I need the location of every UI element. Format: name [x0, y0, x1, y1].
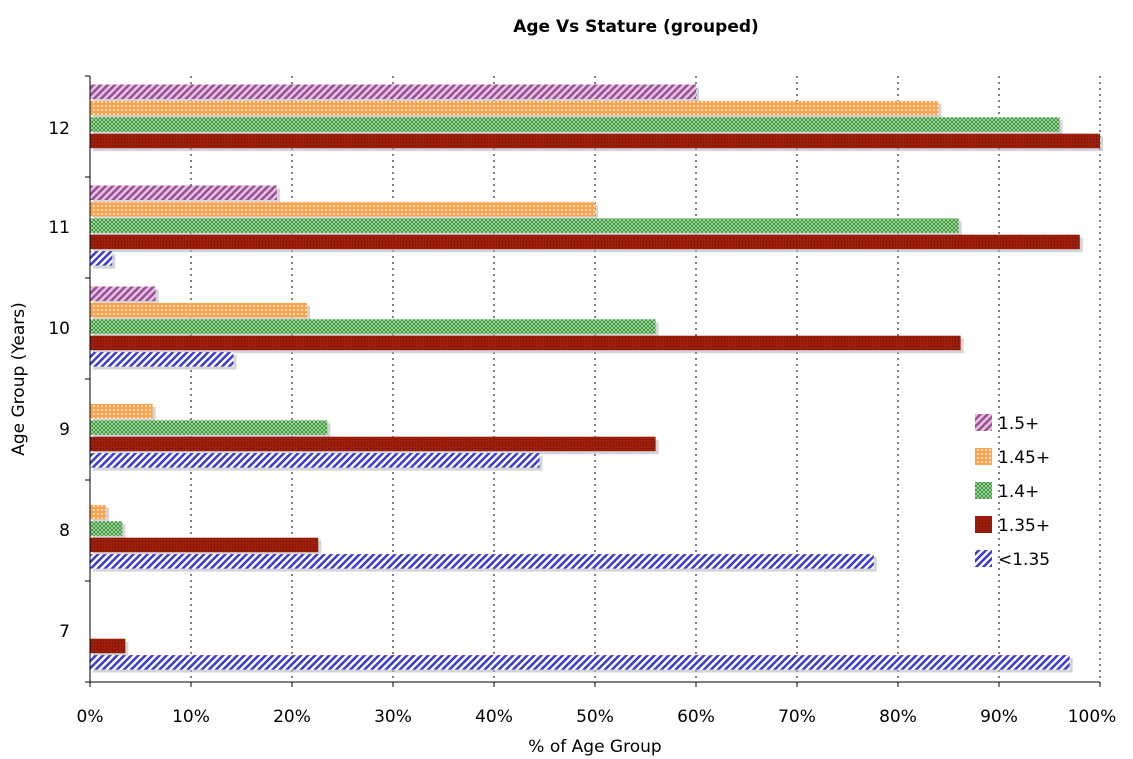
x-tick-label: 20%	[273, 707, 311, 727]
bar	[90, 453, 540, 468]
bar	[90, 504, 107, 520]
bar	[90, 218, 959, 233]
y-axis-title: Age Group (Years)	[9, 302, 29, 456]
bar	[90, 84, 696, 99]
legend: 1.5+ 1.45+ 1.4+ 1.35+ <1.35	[975, 414, 1050, 570]
bar	[90, 286, 156, 301]
legend-swatch	[975, 550, 992, 567]
x-tick-label: 90%	[980, 707, 1018, 727]
y-tick-label: 10	[48, 319, 70, 339]
bar	[90, 352, 234, 367]
y-tick-label: 7	[59, 622, 70, 642]
y-tick-label: 11	[48, 218, 70, 238]
bar	[90, 117, 1060, 132]
bar	[90, 554, 874, 569]
legend-swatch	[975, 482, 992, 499]
y-tick-labels: 12 11 10 9 8 7	[48, 119, 70, 642]
chart-title: Age Vs Stature (grouped)	[513, 17, 759, 37]
legend-label: 1.4+	[998, 482, 1039, 502]
y-tick-marks	[85, 75, 90, 683]
bars	[90, 84, 1103, 673]
bar	[90, 100, 939, 116]
bar	[90, 638, 126, 654]
legend-label: 1.45+	[998, 448, 1050, 468]
legend-label: 1.5+	[998, 414, 1039, 434]
legend-swatch	[975, 448, 992, 465]
bar	[90, 655, 1070, 670]
x-tick-label: 70%	[778, 707, 816, 727]
x-tick-label: 30%	[374, 707, 412, 727]
bar	[90, 436, 656, 452]
bar	[90, 302, 308, 318]
legend-swatch	[975, 516, 992, 533]
bar	[90, 201, 595, 217]
legend-swatch	[975, 414, 992, 431]
bar	[90, 420, 328, 435]
bar	[90, 537, 319, 553]
x-tick-label: 40%	[475, 707, 513, 727]
x-tick-label: 0%	[77, 707, 104, 727]
bar	[90, 234, 1080, 250]
x-tick-label: 50%	[576, 707, 614, 727]
bar	[90, 319, 656, 334]
bar	[90, 251, 113, 266]
x-tick-label: 80%	[879, 707, 917, 727]
x-tick-label: 60%	[677, 707, 715, 727]
legend-label: 1.35+	[998, 516, 1050, 536]
gridlines	[190, 76, 1101, 682]
y-tick-label: 8	[59, 521, 70, 541]
x-axis-title: % of Age Group	[528, 737, 661, 757]
bar	[90, 521, 123, 536]
x-tick-marks	[89, 682, 1101, 687]
bar	[90, 185, 277, 200]
x-tick-label: 100%	[1068, 707, 1117, 727]
y-tick-label: 12	[48, 119, 70, 139]
bar	[90, 133, 1100, 149]
bar	[90, 335, 961, 351]
y-tick-label: 9	[59, 420, 70, 440]
x-tick-label: 10%	[172, 707, 210, 727]
bar	[90, 403, 153, 419]
x-tick-labels: 0% 10% 20% 30% 40% 50% 60% 70% 80% 90% 1…	[77, 707, 1117, 727]
legend-label: <1.35	[998, 550, 1050, 570]
